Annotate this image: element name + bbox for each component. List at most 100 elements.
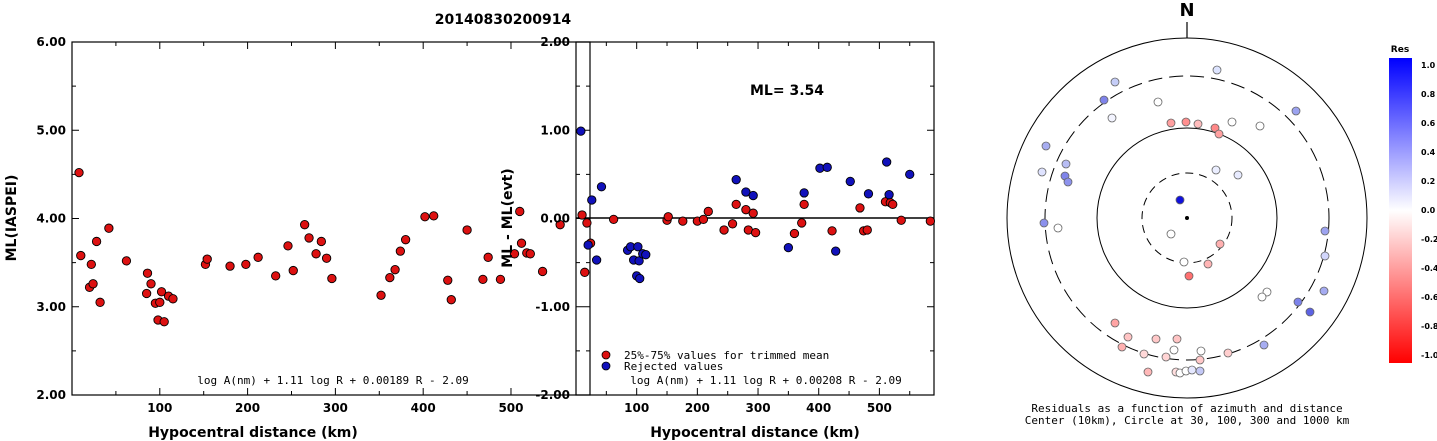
data-point-blue [635, 273, 645, 284]
ring-100km [1096, 127, 1278, 309]
data-point-blue [576, 126, 586, 136]
residual-marker [1179, 257, 1189, 267]
colorbar-tick-label: -0.4 [1421, 264, 1437, 273]
residual-marker [1172, 334, 1182, 344]
x-tick-label: 300 [746, 401, 771, 415]
residual-marker [1320, 226, 1330, 236]
data-point-red [719, 225, 729, 235]
data-point-red [855, 203, 865, 213]
residual-marker [1233, 170, 1243, 180]
data-point-red [608, 214, 619, 225]
residual-marker [1255, 121, 1265, 131]
residual-marker [1110, 77, 1120, 87]
data-point-blue [831, 246, 841, 256]
center-dot [1185, 216, 1189, 220]
colorbar: Res 1.0 0.8 0.6 0.4 0.2 0.0 -0.2 -0.4 -0.6 -0.8 -1… [1389, 45, 1437, 363]
data-point-red [446, 295, 456, 305]
data-point-blue [641, 250, 651, 260]
data-point-red [253, 252, 263, 262]
ring-300km [1044, 75, 1330, 361]
residual-marker [1305, 307, 1315, 317]
data-point-red [731, 199, 741, 210]
data-point-red [577, 210, 587, 220]
data-point-red [896, 215, 906, 225]
data-point-red [88, 279, 98, 289]
data-point-red [304, 233, 314, 243]
data-point-red [121, 256, 132, 266]
colorbar-tick-label: 1.0 [1421, 61, 1436, 70]
x-axis-label: Hypocentral distance (km) [148, 425, 358, 441]
data-point-red [225, 261, 235, 271]
panel-polar: N Residuals as a function of azimuth and… [1006, 0, 1368, 427]
residual-marker [1039, 218, 1049, 228]
residual-marker [1203, 259, 1213, 269]
colorbar-tick-label: -1.0 [1421, 351, 1437, 360]
residual-marker [1181, 117, 1191, 127]
residual-marker [1319, 286, 1329, 296]
data-point-blue [783, 242, 794, 253]
data-point-red [316, 236, 326, 247]
residual-marker [1227, 117, 1237, 127]
residual-marker [1123, 332, 1133, 342]
data-point-red [300, 220, 310, 230]
data-point-red [515, 206, 525, 217]
north-label: N [1179, 0, 1194, 21]
data-point-red [146, 279, 156, 289]
data-point-red [555, 220, 565, 230]
data-point-red [104, 223, 114, 233]
data-point-blue [583, 240, 593, 250]
data-point-red [537, 266, 548, 277]
residual-marker [1153, 97, 1163, 107]
data-point-red [141, 288, 152, 299]
data-point-blue [863, 189, 874, 199]
residual-marker [1037, 167, 1047, 177]
residual-marker [1151, 334, 1161, 344]
data-point-red [395, 246, 406, 256]
data-point-red [156, 287, 167, 297]
residual-marker [1215, 239, 1225, 249]
data-point-red [509, 249, 520, 259]
data-point-red [789, 228, 800, 239]
data-point-red [525, 249, 535, 259]
data-point-red [862, 225, 872, 235]
data-point-red [376, 290, 386, 300]
data-point-red [311, 249, 321, 259]
data-point-red [241, 259, 251, 270]
data-point-red [580, 267, 590, 277]
data-point-blue [905, 169, 915, 180]
data-point-red [495, 274, 506, 285]
ring-1000km [1006, 37, 1368, 399]
y-axis-label: ML(IASPEI) [4, 175, 20, 262]
data-point-blue [884, 190, 894, 200]
residual-marker [1223, 348, 1233, 358]
residual-marker [1210, 123, 1220, 133]
data-point-red [478, 274, 488, 285]
colorbar-tick-label: -0.8 [1421, 322, 1437, 331]
x-tick-label: 400 [411, 401, 436, 415]
y-tick-label: 5.00 [36, 123, 66, 137]
x-tick-label: 100 [624, 401, 649, 415]
data-point-red [888, 199, 898, 210]
y-tick-label: -2.00 [535, 388, 570, 402]
data-point-red [797, 218, 807, 228]
residual-marker [1211, 165, 1221, 175]
residual-marker [1117, 342, 1127, 352]
y-tick-label: 6.00 [36, 35, 66, 49]
residual-marker [1166, 118, 1176, 128]
colorbar-tick-label: 0.6 [1421, 119, 1436, 128]
residual-marker [1195, 355, 1205, 365]
data-point-red [76, 250, 86, 261]
residual-marker [1139, 349, 1149, 359]
y-tick-label: -1.00 [535, 300, 570, 314]
data-point-red [74, 167, 84, 178]
data-point-red [420, 212, 430, 222]
data-point-red [86, 259, 96, 270]
data-point-red [390, 265, 400, 275]
data-point-red [483, 252, 493, 262]
x-tick-label: 300 [323, 401, 348, 415]
colorbar-tick-label: 0.8 [1421, 90, 1436, 99]
colorbar-title: Res [1391, 45, 1409, 55]
legend-marker-blue [601, 361, 611, 371]
data-point-blue [591, 255, 602, 265]
residual-marker [1257, 292, 1267, 302]
